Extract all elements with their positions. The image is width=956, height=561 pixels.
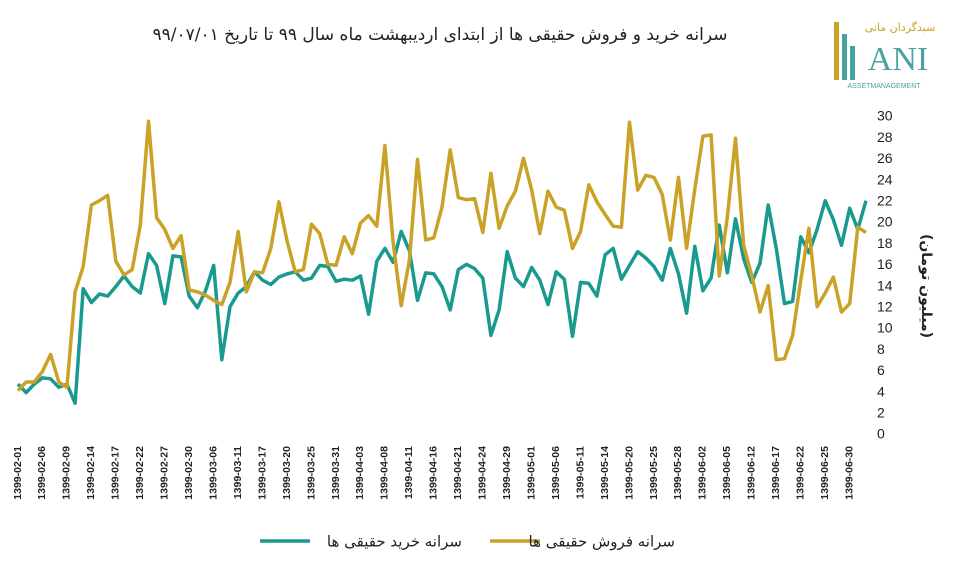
x-tick-label: 1399-03-17 [256,446,268,500]
x-tick-label: 1399-05-20 [623,446,635,500]
x-tick-label: 1399-06-22 [795,446,807,500]
x-tick-label: 1399-04-21 [452,446,464,500]
x-tick-label: 1399-04-16 [428,446,440,500]
x-tick-label: 1399-04-29 [501,446,513,500]
x-tick-label: 1399-04-24 [477,446,489,500]
x-tick-label: 1399-04-11 [403,446,415,499]
x-tick-label: 1399-02-17 [110,446,122,500]
x-tick-label: 1399-05-28 [672,446,684,500]
y-tick-label: 24 [877,171,893,187]
y-tick-label: 28 [877,129,893,145]
x-tick-label: 1399-03-11 [232,446,244,499]
logo-bar [834,22,839,80]
x-tick-label: 1399-03-06 [207,446,219,500]
y-tick-label: 16 [877,256,893,272]
x-tick-label: 1399-02-06 [36,446,48,500]
x-tick-label: 1399-04-08 [379,446,391,500]
series-line [16,198,868,405]
x-tick-label: 1399-05-14 [599,446,611,500]
y-tick-label: 18 [877,235,893,251]
y-tick-label: 10 [877,320,893,336]
logo: سبدگردان مانی ANI ASSETMANAGEMENT [834,21,935,90]
x-tick-label: 1399-05-06 [550,446,562,500]
x-tick-label: 1399-05-11 [574,446,586,499]
x-tick-label: 1399-06-12 [746,446,758,500]
y-tick-label: 4 [877,383,885,399]
x-tick-label: 1399-06-30 [843,446,855,500]
y-tick-label: 22 [877,193,893,209]
x-tick-label: 1399-03-25 [305,446,317,500]
y-tick-label: 6 [877,362,885,378]
x-tick-label: 1399-06-02 [697,446,709,500]
y-tick-label: 20 [877,214,893,230]
logo-name: ANI [868,41,928,78]
chart-title: سرانه خرید و فروش حقیقی ها از ابتدای ارد… [153,25,728,45]
y-tick-label: 26 [877,150,893,166]
y-tick-label: 2 [877,405,885,421]
x-tick-label: 1399-02-09 [61,446,73,500]
x-tick-label: 1399-06-17 [770,446,782,500]
y-tick-label: 14 [877,277,893,293]
x-tick-label: 1399-04-03 [354,446,366,500]
y-tick-label: 12 [877,299,893,315]
x-tick-label: 1399-06-25 [819,446,831,500]
y-axis-label: (میلیون تومان) [918,234,934,338]
x-tick-label: 1399-02-14 [85,446,97,500]
x-tick-label: 1399-03-31 [330,446,342,500]
x-tick-label: 1399-02-30 [183,446,195,500]
x-tick-label: 1399-02-27 [159,446,171,500]
x-tick-label: 1399-06-05 [721,446,733,500]
x-tick-label: 1399-02-22 [134,446,146,500]
x-tick-label: 1399-02-01 [12,446,24,500]
legend-label: سرانه خرید حقیقی ها [327,533,462,551]
series-line [16,119,867,392]
y-tick-label: 8 [877,341,885,357]
logo-sub: ASSETMANAGEMENT [847,83,921,90]
logo-text: سبدگردان مانی [865,21,936,34]
y-tick-label: 0 [877,426,885,442]
logo-bar [850,46,855,80]
x-tick-label: 1399-05-01 [525,446,537,500]
x-tick-label: 1399-03-20 [281,446,293,500]
legend-label: سرانه فروش حقیقی ها [529,533,676,551]
x-tick-label: 1399-05-25 [648,446,660,500]
logo-bar [842,34,847,80]
y-tick-label: 30 [877,108,893,124]
